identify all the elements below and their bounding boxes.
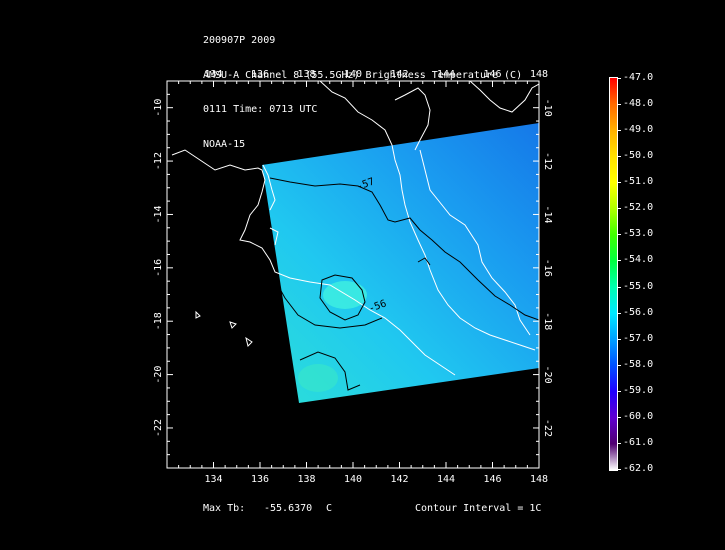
scale-label: -52.0 [623, 202, 654, 214]
scale-label: -47.0 [623, 72, 654, 83]
lon-tick-label-top: 138 [297, 69, 315, 80]
contour-interval: Contour Interval = 1C [415, 503, 542, 514]
scale-tick [617, 260, 621, 262]
satellite-swath [262, 123, 539, 403]
lon-tick-label-bottom: 134 [204, 474, 222, 485]
scale-tick [617, 338, 621, 340]
lon-tick-label-bottom: 146 [483, 474, 501, 485]
scale-label: -48.0 [623, 98, 654, 110]
scale-label: -50.0 [623, 150, 654, 162]
map-header: 200907P 2009 AMSU-A Channel 8 (55.5GHz) … [203, 12, 522, 162]
lat-tick-label-right: -10 [542, 99, 553, 117]
scale-tick [617, 416, 621, 418]
lon-tick-label-top: 136 [251, 69, 269, 80]
lat-tick-label-left: -12 [153, 152, 164, 170]
scale-tick [617, 156, 621, 158]
lon-tick-label-bottom: 138 [297, 474, 315, 485]
lat-tick-label-left: -20 [153, 366, 164, 384]
scale-tick [617, 469, 621, 470]
max-tb-label: Max Tb: [203, 503, 246, 514]
warm-core-region [323, 281, 367, 309]
scale-tick [617, 234, 621, 236]
lon-tick-label-bottom: 136 [251, 474, 269, 485]
scale-tick [617, 390, 621, 392]
scale-label: -57.0 [623, 332, 654, 344]
lat-tick-label-left: -14 [153, 205, 164, 223]
lat-tick-label-right: -22 [542, 419, 553, 437]
scale-label: -61.0 [623, 436, 654, 448]
scale-tick [617, 182, 621, 184]
scale-tick [617, 130, 621, 132]
lat-tick-label-left: -18 [153, 312, 164, 330]
time-line: 0111 Time: 0713 UTC [203, 104, 318, 115]
product-title-line: AMSU-A Channel 8 (55.5GHz) Brightness Te… [203, 69, 523, 81]
scale-label: -55.0 [623, 280, 654, 292]
scale-label: -53.0 [623, 228, 654, 240]
scale-tick [617, 312, 621, 314]
lat-tick-label-right: -18 [542, 312, 553, 330]
max-tb-unit: C [326, 503, 333, 514]
scale-label: -49.0 [623, 124, 654, 136]
lon-tick-label-top: 146 [483, 69, 501, 80]
scale-label: -59.0 [623, 384, 654, 396]
storm-id-line: 200907P 2009 [203, 35, 276, 46]
satellite-line: NOAA-15 [203, 138, 246, 150]
scale-label: -60.0 [623, 410, 654, 422]
scale-tick [617, 364, 621, 366]
contours [269, 177, 539, 391]
max-tb-value: -55.6370 [264, 503, 313, 514]
lon-tick-label-bottom: 148 [530, 474, 548, 485]
lon-tick-label-bottom: 140 [344, 474, 362, 485]
lon-tick-label-bottom: 142 [390, 474, 408, 485]
lon-tick-label-top: 144 [437, 69, 455, 80]
scale-label: -54.0 [623, 254, 654, 266]
lat-tick-label-left: -10 [153, 99, 164, 117]
scale-tick [617, 442, 621, 444]
scale-tick [617, 286, 621, 288]
scale-label: -51.0 [623, 176, 654, 188]
coastline [171, 81, 539, 376]
scale-label: -58.0 [623, 358, 654, 370]
lon-tick-label-top: 148 [530, 69, 548, 80]
lat-tick-label-right: -12 [542, 152, 553, 170]
scale-tick [617, 104, 621, 106]
lon-tick-label-top: 142 [390, 69, 408, 80]
scale-tick [617, 208, 621, 210]
lat-tick-label-right: -20 [542, 366, 553, 384]
lat-tick-label-left: -16 [153, 259, 164, 277]
warm-region-south [298, 364, 338, 392]
lon-tick-label-top: 140 [344, 69, 362, 80]
scale-label: -56.0 [623, 306, 654, 318]
color-scale-bar [609, 77, 618, 471]
lat-tick-label-left: -22 [153, 419, 164, 437]
scale-tick [617, 78, 621, 79]
lat-tick-label-right: -14 [542, 205, 553, 223]
lon-tick-label-top: 134 [204, 69, 222, 80]
scale-label: -62.0 [623, 463, 654, 474]
lon-tick-label-bottom: 144 [437, 474, 455, 485]
lat-tick-label-right: -16 [542, 259, 553, 277]
